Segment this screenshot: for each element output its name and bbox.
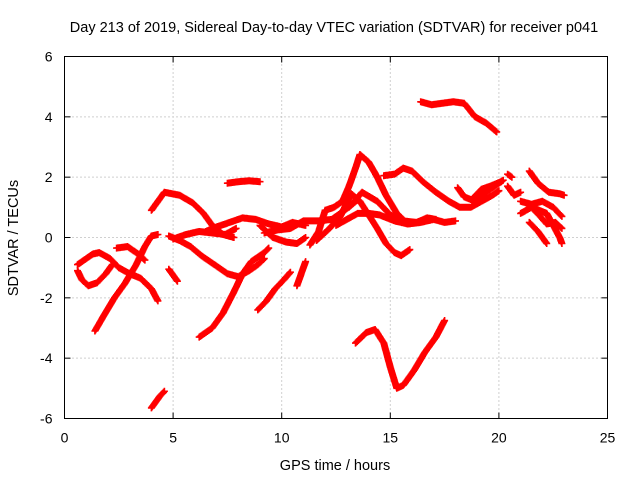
series-markers	[74, 261, 116, 290]
series-markers	[525, 167, 568, 199]
series-arc-3	[91, 231, 162, 335]
series-arc-31	[525, 218, 551, 247]
series-markers	[113, 243, 149, 264]
series-arc-23	[469, 178, 505, 202]
x-tick-label: 20	[491, 430, 507, 446]
x-tick-label: 0	[61, 430, 69, 446]
chart-title: Day 213 of 2019, Sidereal Day-to-day VTE…	[70, 20, 598, 36]
series-markers	[380, 164, 503, 211]
series-markers	[293, 258, 310, 290]
series-arc-20	[345, 188, 440, 226]
series-markers	[469, 178, 505, 202]
x-tick-label: 5	[169, 430, 177, 446]
x-tick-label: 25	[600, 430, 616, 446]
y-tick-label: -2	[40, 290, 53, 306]
series-arc-29	[517, 197, 566, 220]
series-arc-28	[525, 167, 568, 199]
series-markers	[417, 98, 501, 136]
series-markers	[352, 317, 449, 392]
grid	[64, 56, 608, 419]
series-arc-5	[147, 387, 168, 412]
axis-ticks	[64, 56, 608, 419]
y-tick-label: 6	[45, 49, 53, 65]
series-markers	[195, 244, 273, 341]
series-arc-26	[504, 170, 516, 181]
x-tick-label: 15	[383, 430, 399, 446]
x-axis-title: GPS time / hours	[280, 458, 390, 474]
series-markers	[504, 170, 516, 181]
series-arc-24	[417, 98, 501, 136]
series-markers	[504, 182, 525, 199]
series-markers	[169, 224, 240, 243]
series-arc-21	[380, 164, 503, 211]
data-series	[74, 98, 568, 412]
series-arc-4	[113, 243, 149, 264]
series-markers	[165, 265, 181, 285]
series-arc-25	[352, 317, 449, 392]
y-tick-label: -6	[40, 411, 53, 427]
series-arc-27	[504, 182, 525, 199]
series-markers	[223, 177, 264, 187]
series-arc-13	[254, 268, 294, 314]
series-markers	[345, 188, 440, 226]
x-tick-label: 10	[274, 430, 290, 446]
series-arc-10	[195, 244, 273, 341]
y-tick-label: -4	[40, 350, 53, 366]
y-tick-label: 0	[45, 230, 53, 246]
series-markers	[517, 197, 566, 220]
series-arc-11	[223, 177, 264, 187]
y-tick-label: 4	[45, 109, 53, 125]
series-arc-9	[169, 224, 240, 243]
series-markers	[254, 268, 294, 314]
series-arc-32	[532, 205, 566, 247]
plot-frame	[64, 56, 608, 419]
axis-tick-labels: 0 5 10 15 20 25 -6 -4 -2 0 2 4 6	[40, 49, 615, 446]
series-markers	[147, 387, 168, 412]
y-tick-label: 2	[45, 169, 53, 185]
series-arc-14	[293, 258, 310, 290]
series-markers	[525, 218, 551, 247]
series-arc-6	[165, 265, 181, 285]
series-arc-2	[74, 261, 116, 290]
y-axis-title: SDTVAR / TECUs	[6, 180, 22, 296]
series-markers	[91, 231, 162, 335]
series-markers	[532, 205, 566, 247]
